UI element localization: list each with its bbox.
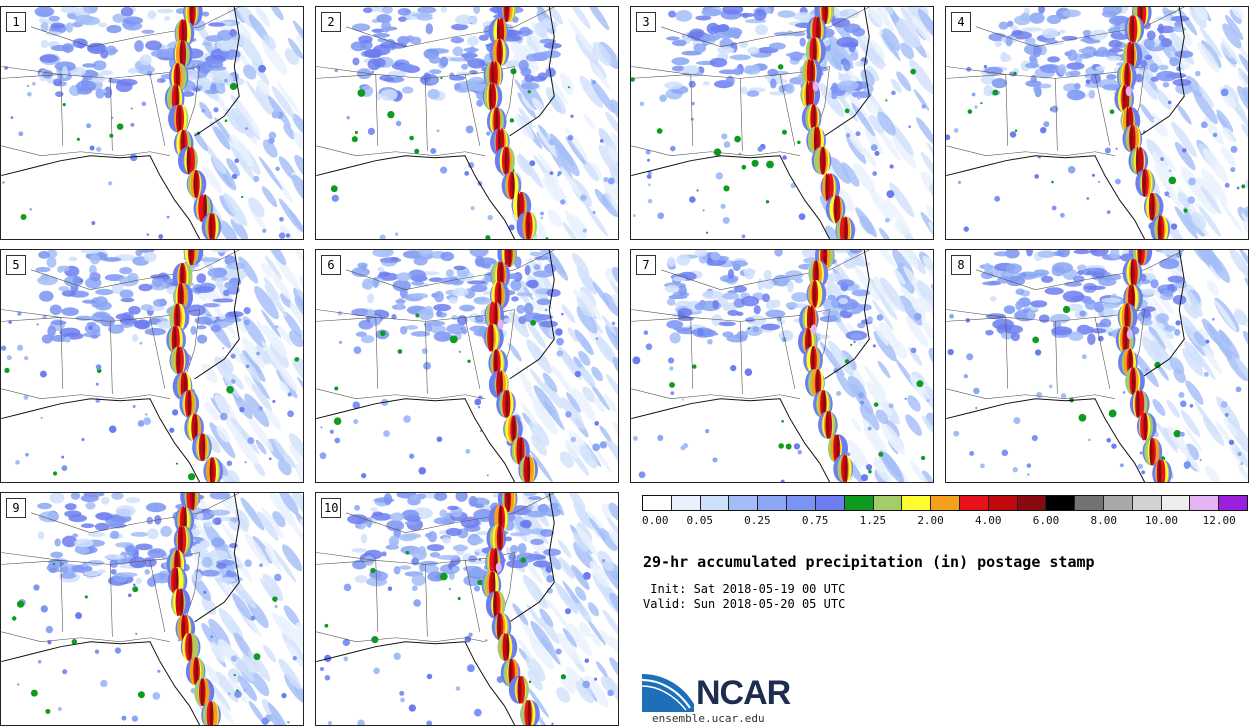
precip-map [631,7,933,239]
colorbar-tick-label: 2.00 [917,514,944,527]
colorbar-swatch [1219,496,1248,510]
colorbar-swatch [729,496,759,510]
colorbar-swatch [1190,496,1220,510]
colorbar-swatch [643,496,672,510]
colorbar-swatches [642,495,1248,511]
colorbar-tick-label: 6.00 [1032,514,1060,527]
ncar-swoosh-icon [642,674,694,712]
colorbar-tick-label: 0.00 [642,514,669,527]
colorbar-tick-label: 0.05 [686,514,713,527]
member-panel: 1 [0,6,304,240]
colorbar-swatch [787,496,816,510]
member-label: 7 [636,255,656,275]
colorbar-swatch [988,496,1018,510]
member-panel: 2 [315,6,619,240]
colorbar-swatch [671,496,701,510]
precip-map [1,250,303,482]
precip-colorbar: 0.00 0.05 0.25 0.75 1.25 2.00 4.00 6.00 8.00 10.0… [642,495,1248,529]
member-label: 2 [321,12,341,32]
member-panel: 3 [630,6,934,240]
member-panel: 6 [315,249,619,483]
colorbar-swatch [700,496,730,510]
colorbar-tick-label: 0.25 [744,514,771,527]
precip-map [1,7,303,239]
member-label: 8 [951,255,971,275]
colorbar-tick-label: 10.00 [1144,514,1178,527]
member-panel: 7 [630,249,934,483]
colorbar-tick-label: 12.00 [1202,514,1236,527]
colorbar-swatch [931,496,960,510]
member-label: 5 [6,255,26,275]
member-panel: 5 [0,249,304,483]
precip-map [631,250,933,482]
precip-map [1,493,303,725]
member-label: 9 [6,498,26,518]
member-panel: 9 [0,492,304,726]
colorbar-tick-label: 8.00 [1090,514,1117,527]
member-label: 4 [951,12,971,32]
precip-map [316,7,618,239]
member-label: 3 [636,12,656,32]
precip-map [316,250,618,482]
member-label: 1 [6,12,26,32]
precip-map [946,7,1248,239]
colorbar-swatch [902,496,932,510]
colorbar-swatch [1046,496,1076,510]
colorbar-tick-label: 1.25 [859,514,887,527]
colorbar-swatch [873,496,903,510]
colorbar-swatch [1075,496,1104,510]
valid-time: Valid: Sun 2018-05-20 05 UTC [643,597,846,611]
precip-map [946,250,1248,482]
colorbar-swatch [959,496,989,510]
colorbar-swatch [1161,496,1191,510]
colorbar-swatch [1104,496,1133,510]
colorbar-tick-label: 4.00 [975,514,1002,527]
init-time: Init: Sat 2018-05-19 00 UTC [643,582,846,596]
logo-text: NCAR [696,674,791,712]
colorbar-tick-label: 0.75 [801,514,829,527]
member-panel: 4 [945,6,1249,240]
colorbar-ticks: 0.00 0.05 0.25 0.75 1.25 2.00 4.00 6.00 8.00 10.0… [642,514,1248,530]
colorbar-swatch [815,496,845,510]
colorbar-swatch [758,496,788,510]
colorbar-swatch [1017,496,1047,510]
member-panel: 10 [315,492,619,726]
precip-map [316,493,618,725]
member-panel: 8 [945,249,1249,483]
colorbar-swatch [1132,496,1162,510]
colorbar-swatch [844,496,874,510]
member-label: 6 [321,255,341,275]
chart-title: 29-hr accumulated precipitation (in) pos… [643,553,1095,571]
ncar-logo: NCAR ensemble.ucar.edu [642,670,802,726]
member-label: 10 [321,498,342,518]
logo-url: ensemble.ucar.edu [652,712,765,725]
